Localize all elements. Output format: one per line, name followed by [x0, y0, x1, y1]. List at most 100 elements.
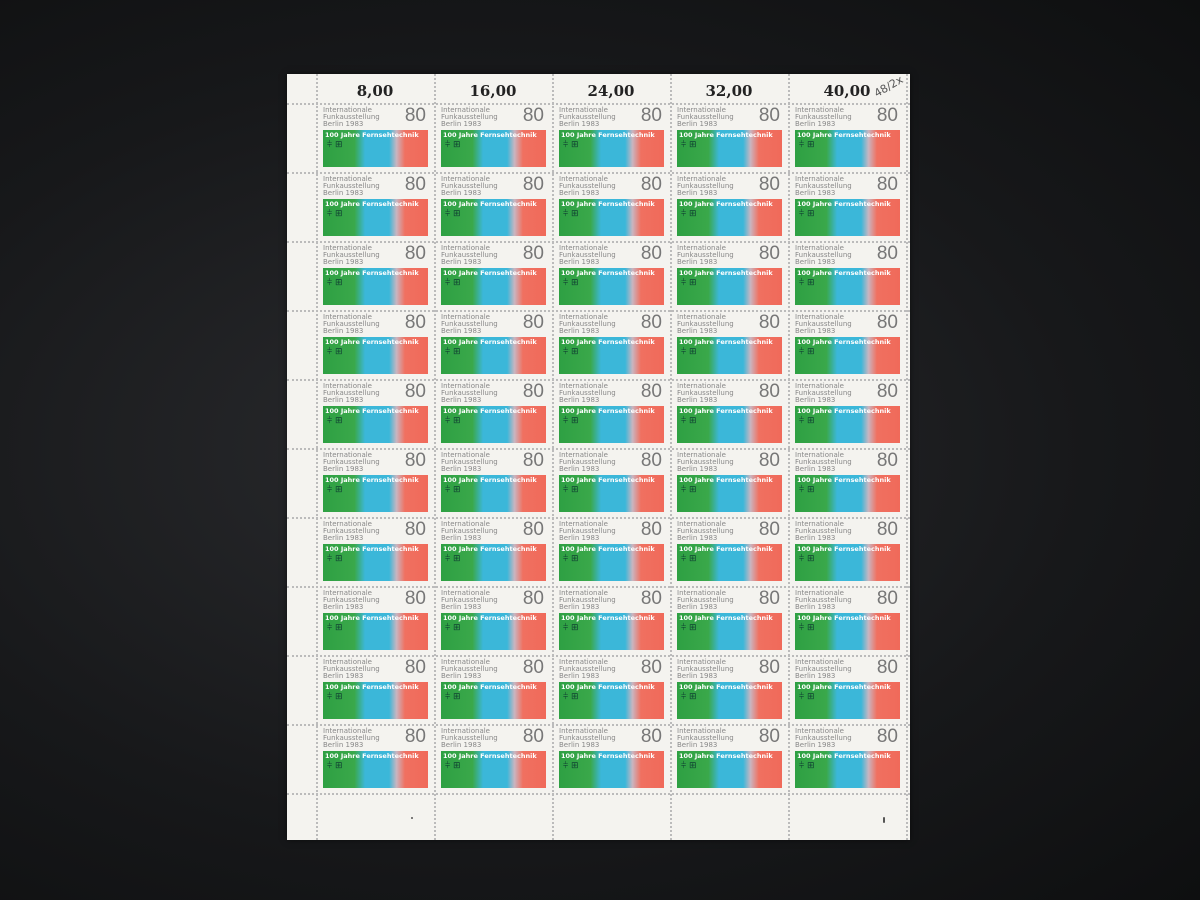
- stamp-value: 80: [522, 174, 544, 195]
- stamp-image: 100 Jahre Fernsehtechnik ⫩ ⊞: [441, 613, 546, 650]
- perforation: [552, 74, 554, 840]
- circuit-icon: ⫩ ⊞: [799, 554, 815, 564]
- stamp-text: Internationale Funkausstellung Berlin 19…: [795, 589, 852, 611]
- stamp: Internationale Funkausstellung Berlin 19…: [670, 724, 788, 793]
- circuit-icon: ⫩ ⊞: [445, 554, 461, 564]
- stamp-value: 80: [640, 312, 662, 333]
- stamp: Internationale Funkausstellung Berlin 19…: [434, 655, 552, 724]
- stamp: Internationale Funkausstellung Berlin 19…: [434, 517, 552, 586]
- stamp-text: Internationale Funkausstellung Berlin 19…: [795, 658, 852, 680]
- stamp-text: Internationale Funkausstellung Berlin 19…: [795, 451, 852, 473]
- stamp: Internationale Funkausstellung Berlin 19…: [434, 586, 552, 655]
- stamp: Internationale Funkausstellung Berlin 19…: [552, 448, 670, 517]
- stamp-value: 80: [522, 519, 544, 540]
- stamp-text: Internationale Funkausstellung Berlin 19…: [677, 175, 734, 197]
- stamp-text: Internationale Funkausstellung Berlin 19…: [323, 313, 380, 335]
- stamp-text: Internationale Funkausstellung Berlin 19…: [795, 175, 852, 197]
- circuit-icon: ⫩ ⊞: [681, 347, 697, 357]
- stamp-image: 100 Jahre Fernsehtechnik ⫩ ⊞: [559, 475, 664, 512]
- stamp-text: Internationale Funkausstellung Berlin 19…: [677, 382, 734, 404]
- stamp-image: 100 Jahre Fernsehtechnik ⫩ ⊞: [677, 544, 782, 581]
- stamp-value: 80: [522, 243, 544, 264]
- stamp-image: 100 Jahre Fernsehtechnik ⫩ ⊞: [795, 337, 900, 374]
- circuit-icon: ⫩ ⊞: [563, 209, 579, 219]
- stamp-title: 100 Jahre Fernsehtechnik: [561, 407, 655, 415]
- stamp-title: 100 Jahre Fernsehtechnik: [325, 407, 419, 415]
- stamp-value: 80: [876, 105, 898, 126]
- stamp-title: 100 Jahre Fernsehtechnik: [797, 407, 891, 415]
- stamp-image: 100 Jahre Fernsehtechnik ⫩ ⊞: [677, 199, 782, 236]
- circuit-icon: ⫩ ⊞: [799, 692, 815, 702]
- stamp-text: Internationale Funkausstellung Berlin 19…: [441, 451, 498, 473]
- stamp-text: Internationale Funkausstellung Berlin 19…: [559, 727, 616, 749]
- stamp-image: 100 Jahre Fernsehtechnik ⫩ ⊞: [677, 475, 782, 512]
- stamp-title: 100 Jahre Fernsehtechnik: [443, 476, 537, 484]
- stamp-value: 80: [758, 657, 780, 678]
- stamp-image: 100 Jahre Fernsehtechnik ⫩ ⊞: [559, 199, 664, 236]
- stamp-image: 100 Jahre Fernsehtechnik ⫩ ⊞: [323, 544, 428, 581]
- stamp-image: 100 Jahre Fernsehtechnik ⫩ ⊞: [795, 682, 900, 719]
- stamp-text: Internationale Funkausstellung Berlin 19…: [559, 520, 616, 542]
- stamp-text: Internationale Funkausstellung Berlin 19…: [559, 106, 616, 128]
- stamp-image: 100 Jahre Fernsehtechnik ⫩ ⊞: [677, 337, 782, 374]
- stamp-text: Internationale Funkausstellung Berlin 19…: [677, 106, 734, 128]
- stamp-text: Internationale Funkausstellung Berlin 19…: [441, 382, 498, 404]
- stamp-image: 100 Jahre Fernsehtechnik ⫩ ⊞: [323, 406, 428, 443]
- stamp-value: 80: [522, 381, 544, 402]
- stamp-title: 100 Jahre Fernsehtechnik: [797, 476, 891, 484]
- circuit-icon: ⫩ ⊞: [681, 278, 697, 288]
- stamp-image: 100 Jahre Fernsehtechnik ⫩ ⊞: [795, 406, 900, 443]
- stamp: Internationale Funkausstellung Berlin 19…: [434, 448, 552, 517]
- circuit-icon: ⫩ ⊞: [799, 140, 815, 150]
- stamp-text: Internationale Funkausstellung Berlin 19…: [795, 313, 852, 335]
- perforation: [287, 241, 910, 243]
- stamp-value: 80: [404, 726, 426, 747]
- stamp-value: 80: [876, 657, 898, 678]
- stamp: Internationale Funkausstellung Berlin 19…: [788, 724, 906, 793]
- stamp-value: 80: [404, 381, 426, 402]
- stamp: Internationale Funkausstellung Berlin 19…: [316, 586, 434, 655]
- stamp-text: Internationale Funkausstellung Berlin 19…: [795, 106, 852, 128]
- stamp: Internationale Funkausstellung Berlin 19…: [316, 655, 434, 724]
- stamp-value: 80: [758, 174, 780, 195]
- stamp-value: 80: [876, 243, 898, 264]
- margin-dot: [411, 817, 413, 819]
- stamp-title: 100 Jahre Fernsehtechnik: [797, 614, 891, 622]
- stamp-text: Internationale Funkausstellung Berlin 19…: [323, 658, 380, 680]
- stamp: Internationale Funkausstellung Berlin 19…: [552, 586, 670, 655]
- stamp-value: 80: [876, 174, 898, 195]
- stamp-text: Internationale Funkausstellung Berlin 19…: [559, 589, 616, 611]
- stamp-image: 100 Jahre Fernsehtechnik ⫩ ⊞: [559, 337, 664, 374]
- circuit-icon: ⫩ ⊞: [327, 761, 343, 771]
- stamp-title: 100 Jahre Fernsehtechnik: [797, 200, 891, 208]
- stamp-image: 100 Jahre Fernsehtechnik ⫩ ⊞: [559, 544, 664, 581]
- perforation: [670, 74, 672, 840]
- stamp-title: 100 Jahre Fernsehtechnik: [443, 545, 537, 553]
- circuit-icon: ⫩ ⊞: [327, 554, 343, 564]
- circuit-icon: ⫩ ⊞: [563, 278, 579, 288]
- stamp: Internationale Funkausstellung Berlin 19…: [316, 172, 434, 241]
- stamp-sheet: 48/2x 8,00 16,00 24,00 32,00 40,00 Internatio…: [287, 73, 910, 840]
- circuit-icon: ⫩ ⊞: [799, 761, 815, 771]
- stamp: Internationale Funkausstellung Berlin 19…: [316, 724, 434, 793]
- stamp-image: 100 Jahre Fernsehtechnik ⫩ ⊞: [441, 406, 546, 443]
- circuit-icon: ⫩ ⊞: [799, 416, 815, 426]
- stamp: Internationale Funkausstellung Berlin 19…: [670, 241, 788, 310]
- circuit-icon: ⫩ ⊞: [681, 485, 697, 495]
- circuit-icon: ⫩ ⊞: [327, 692, 343, 702]
- perforation: [287, 172, 910, 174]
- circuit-icon: ⫩ ⊞: [445, 416, 461, 426]
- stamp-title: 100 Jahre Fernsehtechnik: [325, 131, 419, 139]
- stamp-text: Internationale Funkausstellung Berlin 19…: [441, 106, 498, 128]
- stamp-image: 100 Jahre Fernsehtechnik ⫩ ⊞: [323, 268, 428, 305]
- stamp-value: 80: [640, 174, 662, 195]
- stamp-value: 80: [404, 657, 426, 678]
- stamp: Internationale Funkausstellung Berlin 19…: [552, 379, 670, 448]
- circuit-icon: ⫩ ⊞: [681, 554, 697, 564]
- stamp-image: 100 Jahre Fernsehtechnik ⫩ ⊞: [441, 337, 546, 374]
- circuit-icon: ⫩ ⊞: [563, 554, 579, 564]
- stamp-title: 100 Jahre Fernsehtechnik: [561, 269, 655, 277]
- stamp-title: 100 Jahre Fernsehtechnik: [325, 752, 419, 760]
- stamp-value: 80: [640, 243, 662, 264]
- circuit-icon: ⫩ ⊞: [445, 209, 461, 219]
